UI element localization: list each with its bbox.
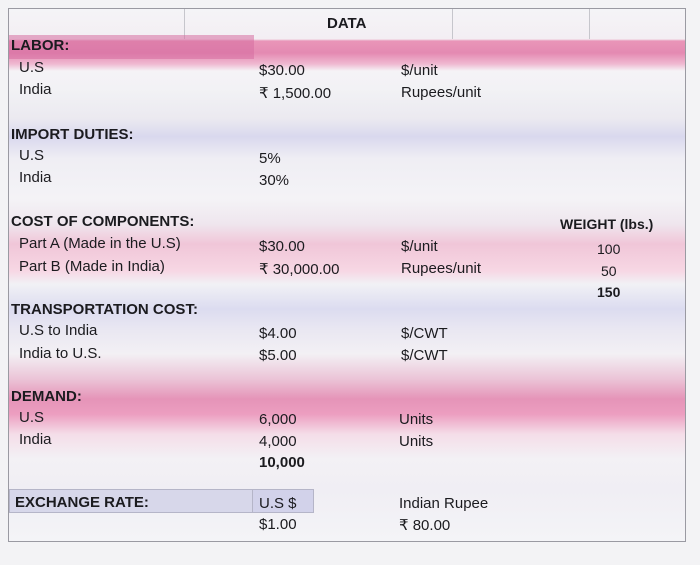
part-a-unit: $/unit	[401, 238, 438, 255]
import-duties-heading: IMPORT DUTIES:	[11, 126, 134, 143]
us-to-india-value: $4.00	[259, 325, 297, 342]
import-us-value: 5%	[259, 150, 281, 167]
india-to-us-unit: $/CWT	[401, 347, 448, 364]
exchange-rate-cell	[9, 489, 254, 513]
transportation-heading: TRANSPORTATION COST:	[11, 301, 198, 318]
column-divider	[589, 9, 590, 39]
india-to-us-label: India to U.S.	[19, 345, 102, 362]
demand-india-label: India	[19, 431, 52, 448]
part-a-label: Part A (Made in the U.S)	[19, 235, 181, 252]
us-to-india-unit: $/CWT	[401, 325, 448, 342]
indian-rupee-label: Indian Rupee	[399, 495, 489, 512]
labor-india-value: ₹ 1,500.00	[259, 85, 332, 102]
column-divider	[452, 9, 453, 39]
weight-header: WEIGHT (lbs.)	[560, 216, 654, 232]
us-dollar-cell	[252, 489, 314, 513]
column-divider	[184, 9, 185, 39]
sheet-title: DATA	[327, 15, 367, 32]
part-b-weight: 50	[601, 263, 617, 279]
weight-total: 150	[597, 284, 621, 300]
labor-heading: LABOR:	[11, 37, 70, 54]
indian-rupee-value: ₹ 80.00	[399, 517, 451, 534]
part-b-label: Part B (Made in India)	[19, 258, 165, 275]
part-b-value: ₹ 30,000.00	[259, 261, 340, 278]
demand-us-label: U.S	[19, 409, 45, 426]
india-to-us-value: $5.00	[259, 347, 297, 364]
labor-highlight-cell	[9, 35, 254, 59]
import-india-label: India	[19, 169, 52, 186]
import-india-value: 30%	[259, 172, 290, 189]
demand-india-unit: Units	[399, 433, 434, 450]
demand-us-unit: Units	[399, 411, 434, 428]
us-dollar-label: U.S $	[259, 495, 297, 512]
labor-us-label: U.S	[19, 59, 45, 76]
components-heading: COST OF COMPONENTS:	[11, 213, 195, 230]
demand-total: 10,000	[259, 454, 305, 471]
part-b-unit: Rupees/unit	[401, 260, 482, 277]
labor-india-unit: Rupees/unit	[401, 84, 482, 101]
import-us-label: U.S	[19, 147, 45, 164]
labor-india-label: India	[19, 81, 52, 98]
data-sheet: DATA LABOR: U.S India $30.00 ₹ 1,500.00 …	[8, 8, 686, 542]
demand-us-value: 6,000	[259, 411, 297, 428]
labor-us-value: $30.00	[259, 62, 305, 79]
us-to-india-label: U.S to India	[19, 322, 98, 339]
us-dollar-value: $1.00	[259, 516, 297, 533]
part-a-value: $30.00	[259, 238, 305, 255]
labor-us-unit: $/unit	[401, 62, 438, 79]
demand-india-value: 4,000	[259, 433, 297, 450]
exchange-rate-heading: EXCHANGE RATE:	[15, 494, 149, 511]
part-a-weight: 100	[597, 241, 621, 257]
demand-heading: DEMAND:	[11, 388, 82, 405]
